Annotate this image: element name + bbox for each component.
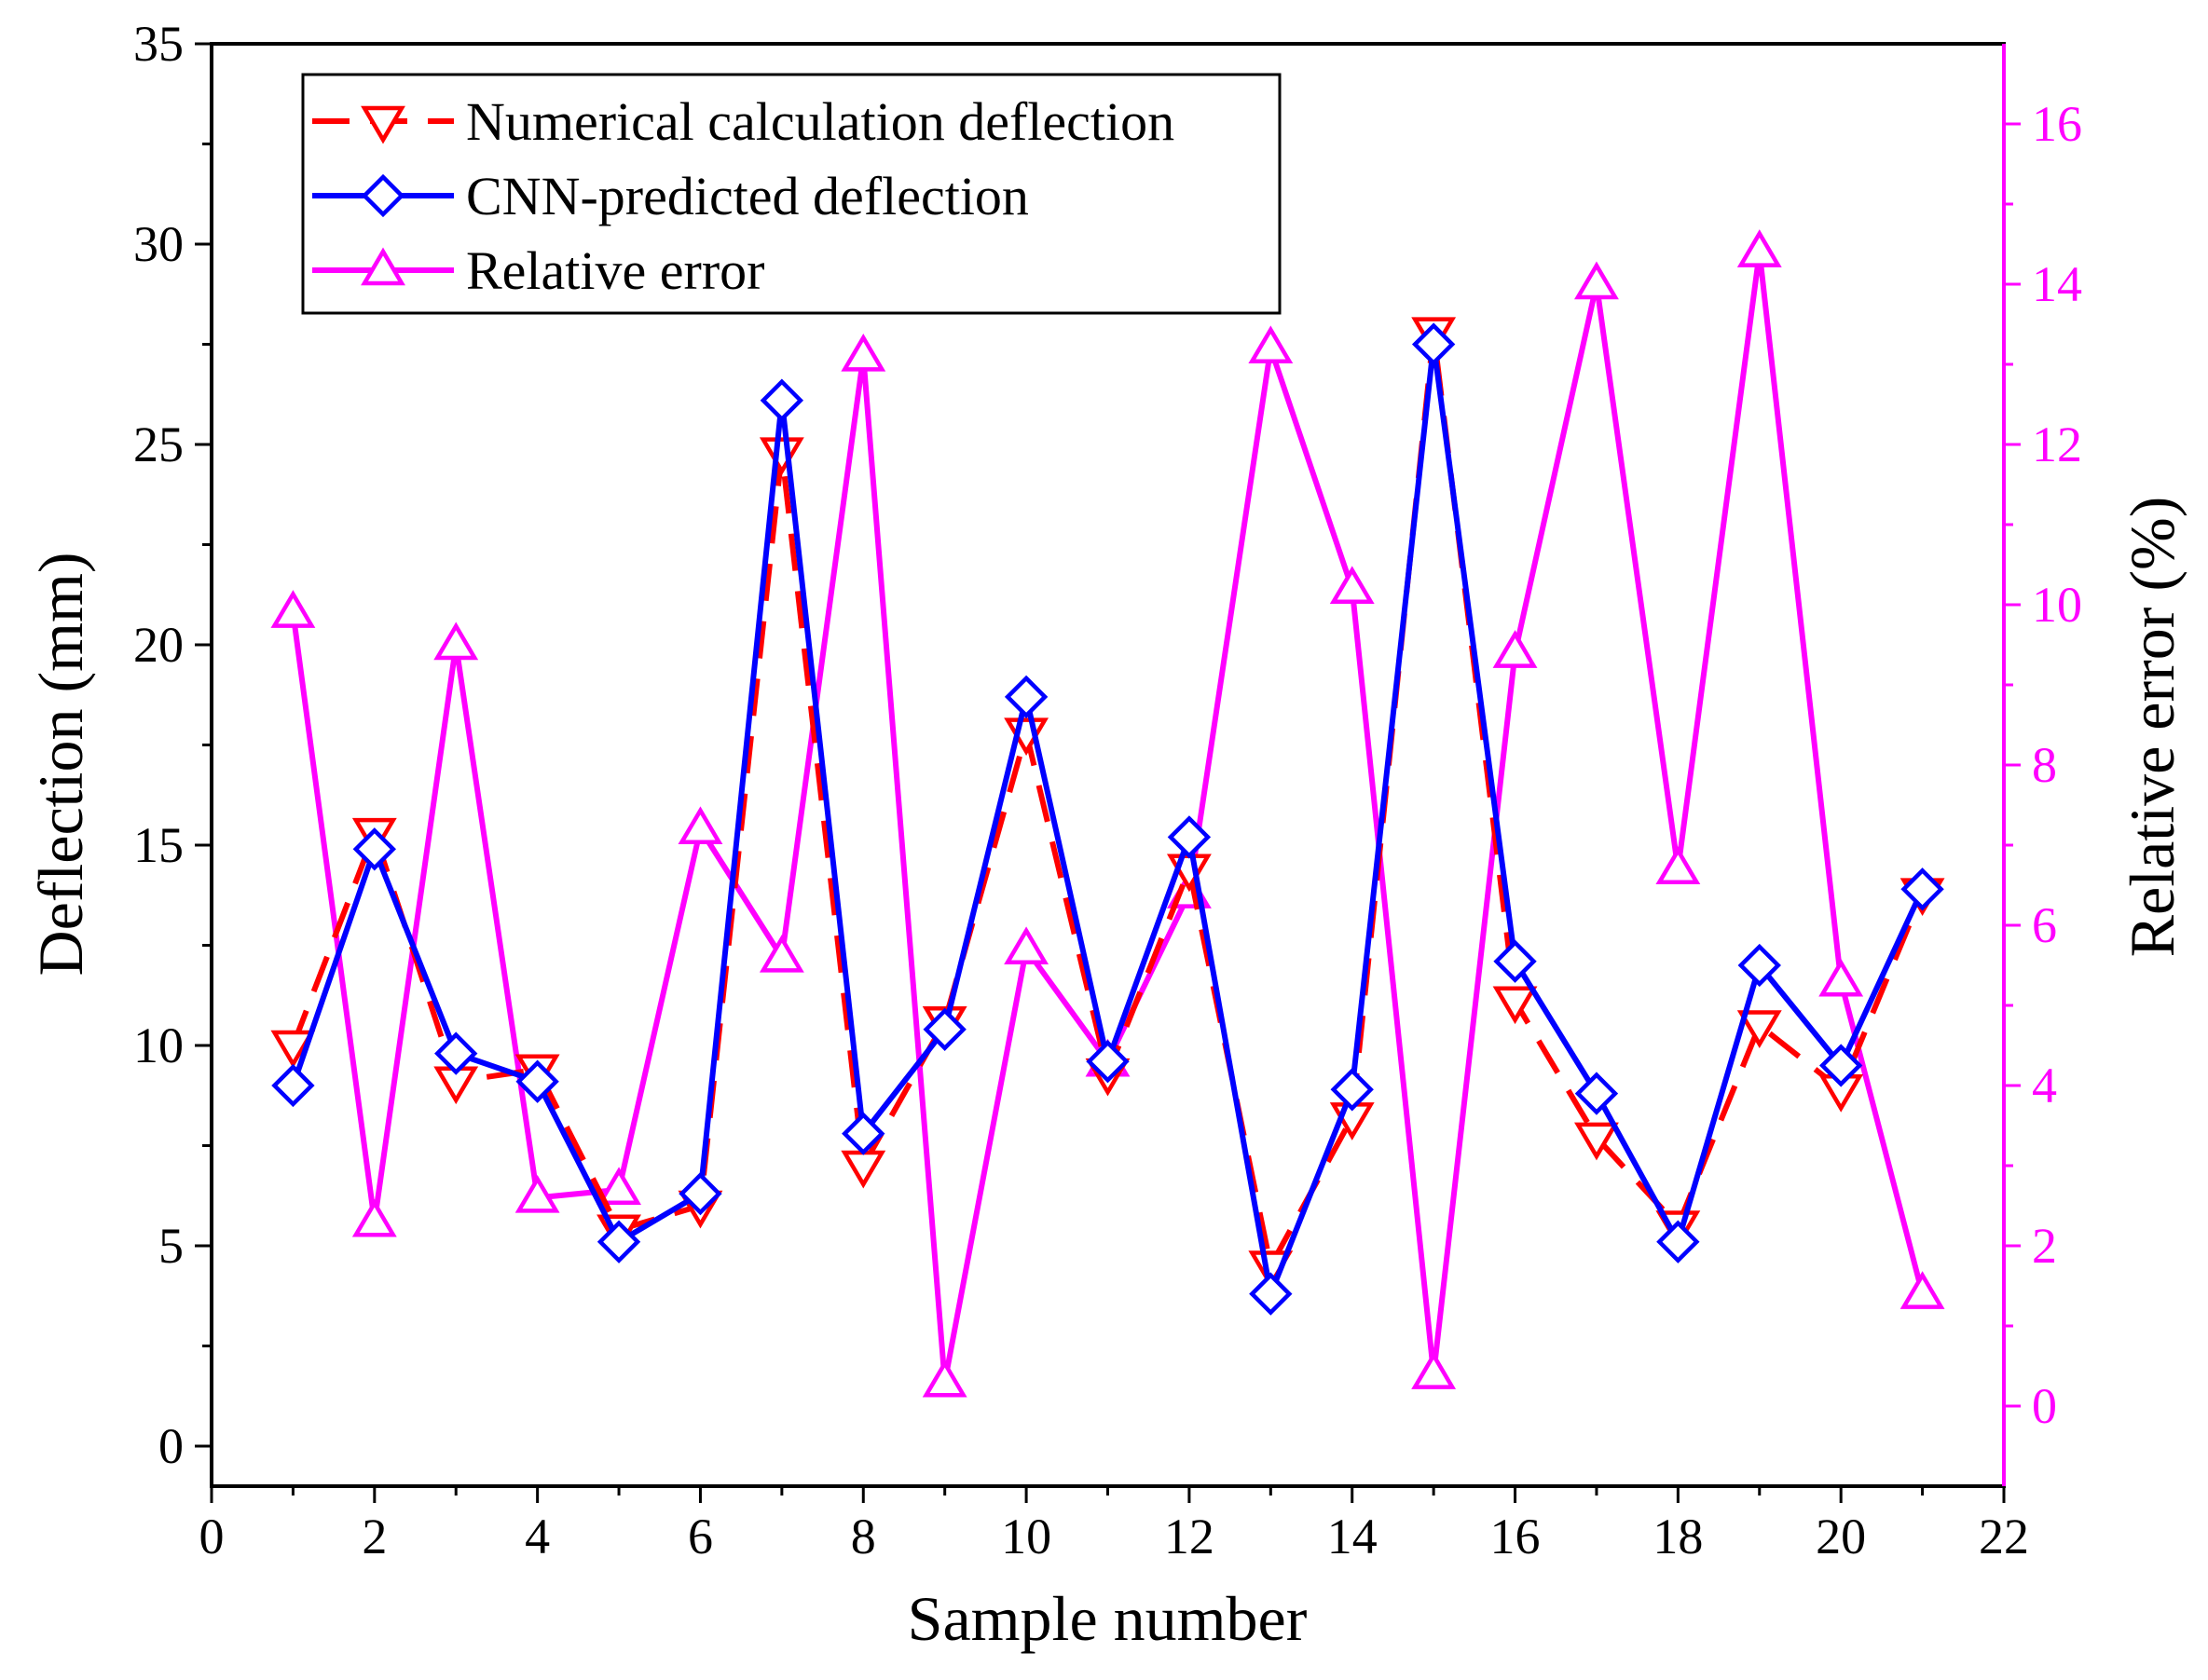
data-point (1411, 1351, 1457, 1389)
series-layer (270, 229, 1945, 1398)
data-point (679, 1171, 722, 1216)
data-point (597, 1220, 641, 1263)
series-1 (271, 322, 1944, 1316)
data-point (1330, 1068, 1374, 1112)
series-line (290, 329, 1926, 1269)
data-point (922, 1359, 967, 1398)
data-point (597, 1167, 641, 1206)
data-point (514, 1174, 560, 1213)
data-point (271, 1063, 315, 1108)
data-point (841, 1150, 886, 1189)
y-tick-label: 5 (158, 1218, 184, 1274)
y2-tick-label: 4 (2032, 1058, 2057, 1113)
y-axis-title: Deflection (mm) (25, 552, 96, 976)
data-point (434, 1031, 478, 1075)
legend-label: Relative error (466, 240, 764, 301)
x-tick-label: 12 (1164, 1509, 1214, 1564)
x-tick-label: 14 (1327, 1509, 1378, 1564)
y2-tick-label: 2 (2032, 1218, 2057, 1274)
legend-marker (361, 173, 405, 218)
y-tick-label: 25 (133, 417, 184, 472)
y2-tick-label: 8 (2032, 737, 2057, 793)
axis-ticks: 0 2 4 6 8 10 12 14 16 18 20 22 0 5 10 15 20 25 30 35 0 2 4 6 8 10… (133, 16, 2082, 1564)
data-point (1818, 958, 1864, 997)
data-point (1736, 229, 1782, 267)
data-point (1574, 1122, 1619, 1161)
legend-marker (361, 105, 405, 144)
data-point (1167, 815, 1212, 859)
data-point (1492, 986, 1538, 1025)
x-tick-label: 18 (1653, 1509, 1703, 1564)
legend-box (301, 73, 1282, 315)
data-point (923, 1007, 967, 1051)
y-tick-label: 10 (133, 1018, 184, 1073)
y-tick-label: 15 (133, 817, 184, 873)
data-point (1411, 322, 1456, 366)
data-point (1737, 943, 1781, 988)
legend-label: CNN-predicted deflection (466, 166, 1029, 226)
data-point (1574, 1072, 1619, 1115)
data-point (842, 1112, 885, 1155)
series-0 (270, 317, 1945, 1289)
data-point (841, 333, 886, 372)
data-point (1492, 630, 1538, 668)
x-tick-label: 16 (1490, 1509, 1541, 1564)
x-tick-label: 4 (525, 1509, 550, 1564)
y2-tick-label: 0 (2032, 1378, 2057, 1434)
data-point (1900, 867, 1944, 911)
y-tick-label: 0 (158, 1418, 184, 1474)
x-tick-label: 0 (199, 1509, 225, 1564)
legend-marker (361, 247, 405, 286)
data-point (515, 1059, 559, 1103)
data-point (1736, 1010, 1782, 1048)
series-line (290, 341, 1926, 1297)
x-tick-label: 20 (1816, 1509, 1866, 1564)
data-point (678, 806, 723, 845)
data-point (1249, 1272, 1293, 1316)
data-point (1574, 261, 1619, 300)
x-tick-label: 22 (1979, 1509, 2029, 1564)
data-point (1004, 926, 1049, 965)
data-point (270, 590, 316, 628)
y2-axis-title: Relative error (%) (2117, 497, 2187, 958)
data-point (351, 1198, 397, 1237)
data-point (270, 1030, 316, 1069)
y2-tick-label: 14 (2032, 256, 2082, 312)
data-point (759, 437, 804, 476)
y-tick-label: 35 (133, 16, 184, 72)
y2-tick-label: 6 (2032, 897, 2057, 953)
data-point (759, 934, 804, 973)
data-point (1818, 1044, 1863, 1087)
x-tick-label: 6 (688, 1509, 713, 1564)
y2-tick-label: 10 (2032, 577, 2082, 633)
x-tick-label: 8 (851, 1509, 876, 1564)
data-point (433, 621, 479, 661)
legend: Numerical calculation deflection CNN-pred… (301, 73, 1282, 315)
data-point (1656, 1220, 1700, 1263)
y2-tick-label: 12 (2032, 417, 2082, 472)
data-point (1655, 846, 1701, 885)
data-point (1004, 675, 1049, 719)
data-point (760, 378, 804, 422)
x-tick-label: 2 (362, 1509, 387, 1564)
data-point (1248, 325, 1294, 364)
data-point (1086, 1040, 1130, 1084)
data-point (1493, 939, 1537, 983)
x-axis-title: Sample number (908, 1583, 1308, 1654)
data-point (1899, 1271, 1945, 1309)
y-tick-label: 20 (133, 617, 184, 673)
data-point (1329, 566, 1375, 605)
y2-tick-label: 16 (2032, 96, 2082, 152)
legend-label: Numerical calculation deflection (466, 91, 1174, 152)
data-point (352, 827, 396, 871)
y-tick-label: 30 (133, 216, 184, 272)
x-tick-label: 10 (1001, 1509, 1051, 1564)
